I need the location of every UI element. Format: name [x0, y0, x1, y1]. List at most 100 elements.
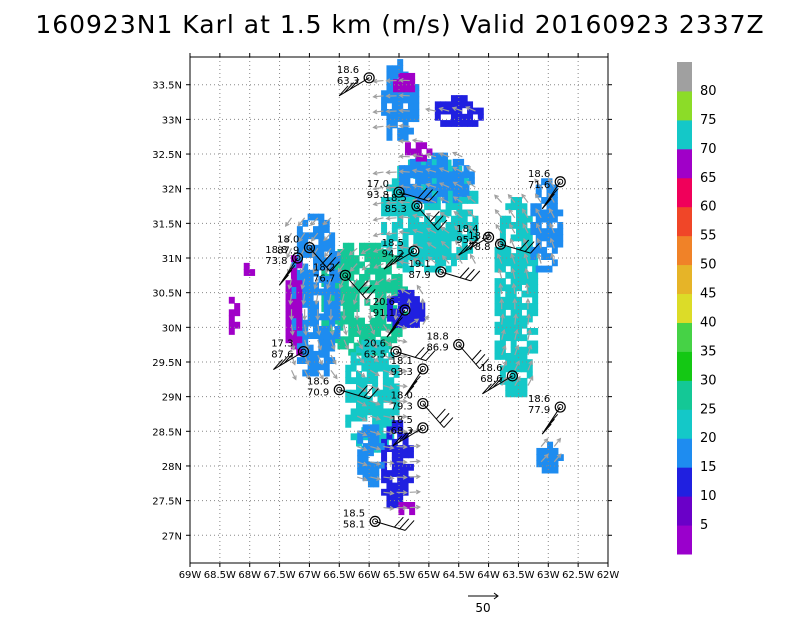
wind-vector: [399, 288, 411, 295]
vector-shaft: [377, 293, 384, 303]
field-cell: [228, 309, 235, 317]
field-cell: [546, 203, 553, 211]
wind-vector: [398, 214, 410, 220]
field-cell: [397, 482, 404, 490]
vector-head: [466, 195, 472, 201]
field-cell: [535, 265, 542, 273]
vector-shaft: [527, 329, 531, 340]
y-tick-label: 31N: [162, 254, 182, 265]
field-cell: [366, 358, 373, 366]
station-marker: [417, 363, 429, 375]
vector-head: [523, 237, 528, 244]
field-cell: [329, 263, 336, 271]
field-cell: [516, 303, 523, 310]
wind-vector: [396, 324, 407, 330]
vector-head: [535, 208, 540, 214]
field-cell: [397, 96, 404, 104]
vector-head: [341, 315, 347, 321]
wind-vector: [356, 415, 368, 422]
field-cell: [386, 501, 393, 509]
wind-vector: [470, 253, 476, 264]
field-cell: [386, 115, 393, 123]
vector-shaft: [356, 369, 366, 378]
field-cell: [494, 296, 501, 304]
field-cell: [350, 352, 357, 360]
field-cell: [477, 107, 484, 115]
field-cell: [348, 348, 355, 356]
field-cell: [404, 148, 411, 156]
field-cell: [318, 325, 325, 333]
station-height-label: 17.3: [271, 339, 293, 350]
field-cell: [526, 284, 533, 292]
field-cell: [366, 377, 373, 385]
barb-feather: [435, 408, 446, 420]
station-marker: [482, 231, 495, 243]
field-cell: [397, 221, 404, 229]
field-cell: [397, 133, 404, 141]
wind-vector: [315, 309, 321, 321]
field-cell: [458, 158, 465, 166]
vector-shaft: [439, 197, 450, 204]
vector-head: [374, 371, 380, 377]
station-height-label: 18.5: [391, 415, 413, 426]
field-cell: [313, 213, 319, 221]
field-cell: [526, 259, 533, 267]
field-cell: [362, 455, 369, 463]
field-cell: [391, 197, 398, 204]
field-cell: [334, 332, 341, 340]
wind-vector: [396, 353, 408, 359]
field-cell: [452, 171, 459, 179]
field-cell: [521, 352, 528, 360]
wind-vector: [521, 193, 529, 203]
field-cell: [373, 474, 380, 482]
field-cell: [499, 303, 506, 310]
field-cell: [345, 377, 352, 385]
vector-shaft: [370, 476, 381, 480]
station-speed-label: 95.2: [456, 235, 478, 246]
vector-shaft: [399, 140, 410, 143]
field-cell: [510, 265, 517, 273]
wind-vector: [438, 182, 450, 188]
field-cell: [353, 280, 360, 288]
field-cell: [296, 244, 303, 252]
field-cell: [447, 183, 454, 191]
barb-feather: [475, 354, 486, 365]
station-speed-label: 77.9: [528, 405, 550, 416]
field-cell: [407, 197, 414, 204]
field-cell: [397, 90, 404, 98]
wind-vector: [452, 181, 463, 188]
field-cell: [391, 482, 398, 490]
vector-head: [374, 280, 380, 286]
station-speed-label: 94.2: [382, 249, 404, 260]
field-cell: [342, 242, 349, 250]
vector-shaft: [317, 354, 323, 365]
field-cell: [510, 203, 517, 211]
vector-shaft: [356, 445, 367, 451]
field-cell: [391, 463, 398, 471]
field-cell: [526, 365, 533, 373]
colorbar-swatch: [677, 438, 692, 468]
vector-head: [438, 167, 444, 172]
y-tick-label: 33.5N: [152, 81, 182, 92]
station-marker-inner: [372, 518, 379, 525]
colorbar-swatch: [677, 235, 692, 266]
vector-shaft: [511, 268, 516, 279]
wind-vector: [513, 313, 519, 325]
field-cell: [516, 215, 523, 223]
field-cell: [290, 342, 297, 350]
wind-vector: [412, 213, 424, 219]
barb-feather: [273, 359, 283, 370]
field-cell: [532, 284, 539, 292]
field-cell: [334, 294, 341, 302]
vector-head: [402, 338, 408, 344]
field-cell: [510, 377, 517, 385]
field-cell: [318, 350, 325, 358]
field-cell: [307, 344, 314, 352]
x-tick-label: 66W: [358, 570, 381, 581]
field-cell: [436, 158, 443, 166]
field-cell: [307, 269, 314, 277]
field-cell: [516, 234, 523, 242]
vector-head: [380, 315, 386, 321]
vector-head: [414, 318, 420, 324]
field-cell: [228, 328, 235, 335]
